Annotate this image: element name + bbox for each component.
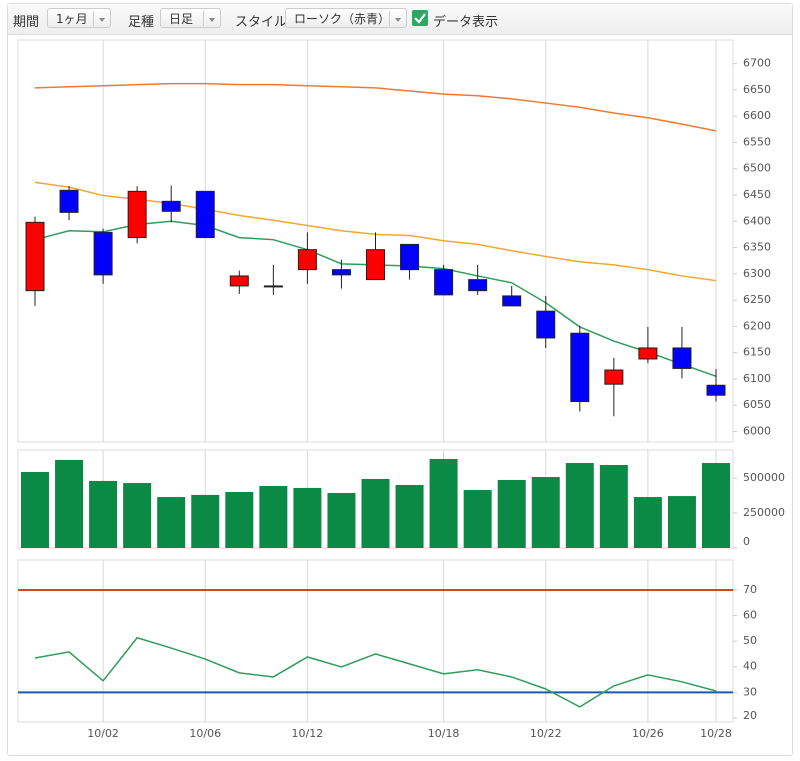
bar-label: 足種 [128,15,155,30]
period-value: 1ヶ月 [56,12,88,26]
volume-bar [225,492,254,548]
candle-body [263,285,283,288]
y-tick-label: 30 [743,685,757,698]
style-label: スタイル [235,15,288,30]
chart-widget: 期間 1ヶ月 足種 日足 スタイル ローソク（赤青） データ表示 [7,3,793,756]
candle-body [536,310,556,339]
indicator-line [34,636,717,708]
y-tick-label: 6100 [743,372,771,385]
y-tick-label: 6650 [743,83,771,96]
y-tick-label: 6450 [743,188,771,201]
volume-bar [293,487,322,548]
volume-bar [21,471,49,548]
y-tick-label: 20 [743,709,757,722]
check-mark [414,13,426,24]
panel-frame [17,559,734,723]
candle-body [25,221,45,292]
bar-select[interactable]: 日足 [160,8,221,28]
volume-bar [633,497,662,548]
x-tick-label: 10/02 [87,727,119,740]
period-select[interactable]: 1ヶ月 [47,8,111,28]
y-tick-label: 250000 [743,506,785,519]
candle-body [468,279,488,292]
candle-body [195,190,215,239]
candle-body [161,200,181,212]
x-tick-label: 10/12 [292,727,324,740]
y-tick-label: 70 [743,583,757,596]
candle-body [434,269,454,296]
y-tick-label: 6550 [743,135,771,148]
style-select[interactable]: ローソク（赤青） [285,8,407,28]
y-tick-label: 6050 [743,398,771,411]
candle-body [331,269,351,276]
y-tick-label: 6500 [743,162,771,175]
volume-bar [599,464,628,548]
data-checkbox[interactable] [412,10,428,26]
candle-body [127,190,147,239]
data-label: データ表示 [433,15,499,30]
candle-body [59,189,79,213]
x-tick-label: 10/22 [530,727,562,740]
style-value: ローソク（赤青） [294,12,391,26]
candle-body [638,347,658,360]
x-tick-label: 10/18 [428,727,460,740]
y-tick-label: 50 [743,634,757,647]
volume-bar [565,463,594,548]
y-tick-label: 60 [743,609,757,622]
volume-bar [361,478,390,548]
candle-body [706,384,726,396]
volume-bar [259,485,288,548]
volume-bar [429,458,458,548]
volume-bar [89,480,118,548]
y-tick-label: 6700 [743,57,771,70]
y-tick-label: 6400 [743,214,771,227]
volume-bar [157,497,186,548]
x-tick-label: 10/06 [189,727,221,740]
candle-body [502,295,522,307]
bar-value: 日足 [169,12,194,26]
candle-body [570,332,590,403]
indicator-line [34,82,717,132]
y-tick-label: 6200 [743,319,771,332]
x-tick-label: 10/28 [700,727,732,740]
x-tick-label: 10/26 [632,727,664,740]
candle-body [672,347,692,369]
y-tick-label: 6300 [743,267,771,280]
candle-body [297,249,317,271]
y-tick-label: 500000 [743,471,785,484]
volume-bar [395,485,424,548]
candle-body [229,275,249,287]
candle-body [400,243,420,271]
y-tick-label: 40 [743,660,757,673]
volume-bar [497,479,526,548]
y-tick-label: 6600 [743,109,771,122]
volume-bar [667,496,696,548]
volume-bar [327,492,356,548]
period-label: 期間 [13,15,40,30]
y-tick-label: 6350 [743,241,771,254]
y-tick-label: 6000 [743,424,771,437]
y-tick-label: 6250 [743,293,771,306]
volume-bar [463,490,492,548]
candle-body [366,249,385,281]
toolbar: 期間 1ヶ月 足種 日足 スタイル ローソク（赤青） データ表示 [8,4,792,35]
volume-bar [531,477,560,548]
volume-bar [55,459,84,548]
volume-bar [191,494,220,548]
y-tick-label: 6150 [743,346,771,359]
candle-body [604,369,624,385]
y-tick-label: 0 [743,535,750,548]
volume-bar [123,483,152,548]
candle-body [93,231,113,276]
volume-bar [702,463,730,548]
